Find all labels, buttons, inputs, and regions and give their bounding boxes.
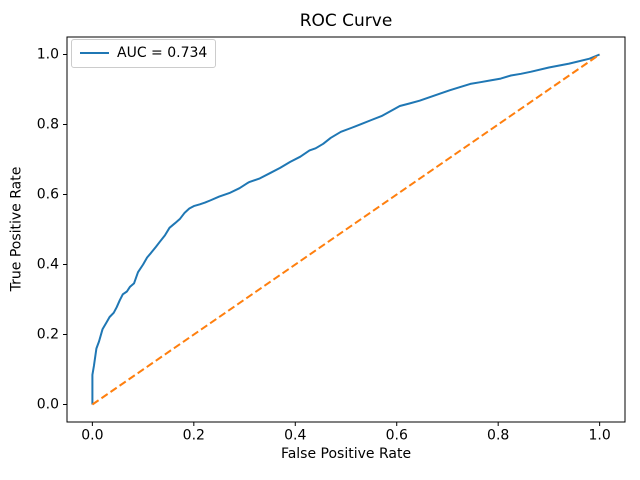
- y-axis-label: True Positive Rate: [8, 166, 25, 292]
- y-tick-label: 0.2: [37, 327, 59, 343]
- axes-spines: [66, 36, 626, 423]
- x-tick-label: 0.6: [386, 428, 408, 444]
- x-tick-label: 0.4: [284, 428, 306, 444]
- x-axis-label: False Positive Rate: [280, 446, 412, 462]
- y-tick-label: 0.6: [37, 187, 59, 203]
- x-tick-label: 1.0: [589, 428, 611, 444]
- chart-title: ROC Curve: [299, 11, 393, 31]
- y-tick-label: 1.0: [37, 47, 59, 63]
- legend-line-sample: [80, 52, 109, 55]
- legend-box: AUC = 0.734: [71, 39, 217, 68]
- legend-label: AUC = 0.734: [117, 45, 208, 61]
- y-tick-label: 0.0: [37, 397, 59, 413]
- y-tick-label: 0.4: [37, 257, 59, 273]
- x-tick-label: 0.2: [183, 428, 205, 444]
- x-tick-label: 0.0: [81, 428, 103, 444]
- roc-curve-line: [91, 53, 600, 405]
- x-tick-label: 0.8: [487, 428, 509, 444]
- chance-diagonal-line: [91, 53, 601, 406]
- y-tick-label: 0.8: [37, 117, 59, 133]
